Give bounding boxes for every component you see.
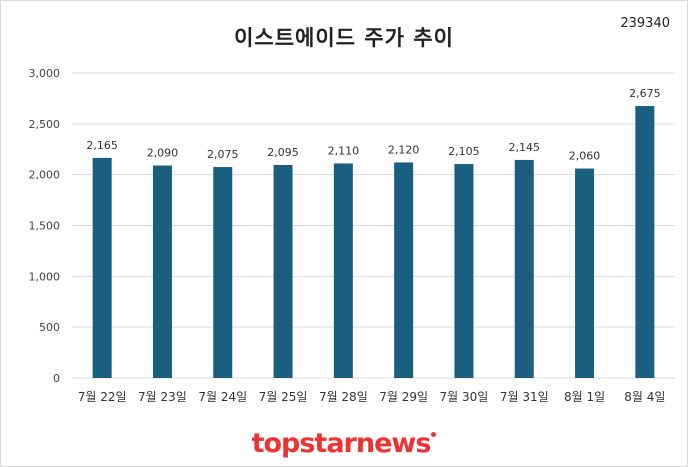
bar (635, 106, 655, 379)
stock-code: 239340 (620, 16, 670, 31)
data-label: 2,675 (629, 87, 661, 100)
y-tick-label: 1,500 (29, 220, 61, 233)
x-tick-label: 7월 28일 (319, 390, 368, 404)
data-labels: 2,165 2,090 2,075 2,095 2,110 2,120 2,105 2,145… (86, 87, 660, 163)
bar (273, 165, 293, 378)
x-tick-label: 8월 1일 (564, 390, 605, 404)
y-tick-label: 1,000 (29, 270, 61, 283)
grid-lines (72, 72, 675, 379)
x-tick-label: 7월 25일 (259, 390, 308, 404)
data-label: 2,165 (86, 139, 118, 152)
bars (92, 106, 655, 379)
data-label: 2,105 (448, 145, 480, 158)
x-axis-ticks: 7월 22일 7월 23일 7월 24일 7월 25일 7월 28일 7월 29일 7월 3… (78, 390, 666, 404)
y-tick-label: 2,500 (29, 118, 61, 131)
topstarnews-logo: topstarnews (0, 428, 688, 459)
y-tick-label: 500 (39, 321, 60, 334)
data-label: 2,110 (328, 144, 360, 157)
bar (92, 157, 112, 378)
bar (454, 163, 474, 378)
bar (394, 162, 414, 378)
chart-title: 이스트에이드 주가 추이 (234, 26, 454, 50)
bar (213, 167, 233, 378)
y-tick-label: 3,000 (29, 67, 61, 80)
logo-dot (431, 432, 437, 437)
bar (575, 168, 595, 378)
data-label: 2,095 (267, 146, 299, 159)
x-tick-label: 7월 30일 (440, 390, 489, 404)
data-label: 2,060 (569, 150, 601, 163)
data-label: 2,120 (388, 143, 420, 156)
data-label: 2,090 (147, 147, 179, 160)
data-label: 2,145 (509, 141, 541, 154)
bar (333, 163, 353, 378)
x-tick-label: 7월 24일 (198, 390, 247, 404)
bar (514, 159, 534, 378)
x-tick-label: 7월 29일 (379, 390, 428, 404)
bar (152, 165, 172, 378)
x-tick-label: 7월 23일 (138, 390, 187, 404)
logo-text: topstarnews (251, 428, 432, 459)
y-tick-label: 2,000 (29, 169, 61, 182)
y-axis-ticks: 0 500 1,000 1,500 2,000 2,500 3,000 (29, 67, 61, 385)
y-tick-label: 0 (53, 372, 60, 385)
data-label: 2,075 (207, 148, 239, 161)
x-tick-label: 7월 22일 (78, 390, 127, 404)
x-tick-label: 8월 4일 (624, 390, 665, 404)
x-tick-label: 7월 31일 (500, 390, 549, 404)
